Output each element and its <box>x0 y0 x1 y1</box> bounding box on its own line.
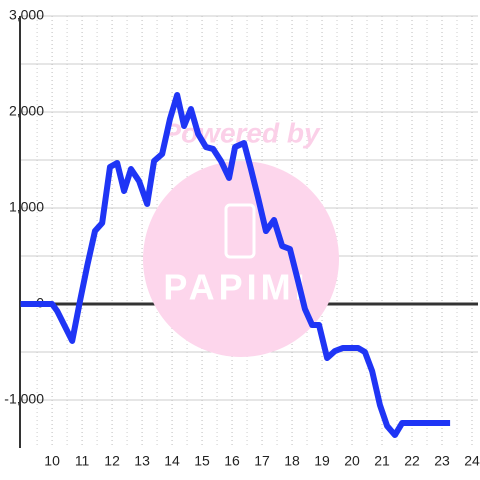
watermark-circle <box>143 161 339 357</box>
watermark-icon <box>224 203 256 259</box>
watermark-logo: PAPIMI <box>163 267 308 308</box>
y-tick-label: 3,000 <box>9 7 44 23</box>
x-tick-label: 12 <box>104 453 120 469</box>
watermark: Powered by PAPIMI <box>143 117 339 357</box>
data-line <box>20 92 451 439</box>
x-tick-label: 22 <box>404 453 420 469</box>
x-tick-label: 19 <box>314 453 330 469</box>
x-tick-label: 15 <box>194 453 210 469</box>
x-tick-label: 21 <box>374 453 390 469</box>
x-tick-label: 18 <box>284 453 300 469</box>
y-tick-label: 2,000 <box>9 103 44 119</box>
x-tick-label: 14 <box>164 453 180 469</box>
x-tick-label: 13 <box>134 453 150 469</box>
x-tick-label: 23 <box>434 453 450 469</box>
x-tick-label: 16 <box>224 453 240 469</box>
x-tick-label: 24 <box>464 453 480 469</box>
y-tick-label: -1,000 <box>4 391 44 407</box>
x-tick-label: 11 <box>75 453 90 469</box>
x-tick-label: 17 <box>254 453 270 469</box>
x-tick-label: 10 <box>44 453 60 469</box>
y-tick-label: 1,000 <box>9 199 44 215</box>
x-tick-label: 20 <box>344 453 360 469</box>
